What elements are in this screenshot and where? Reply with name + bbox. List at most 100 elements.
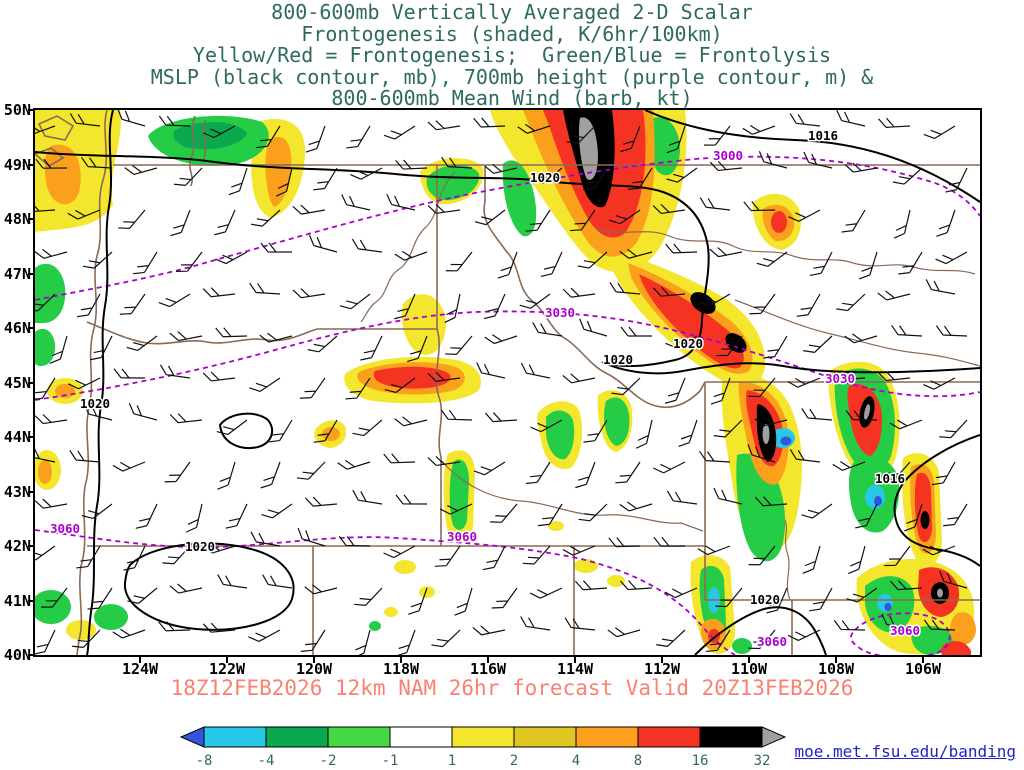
wind-barb bbox=[112, 453, 146, 475]
colorbar-arrow-left bbox=[179, 726, 205, 748]
wind-barb bbox=[847, 543, 866, 577]
mslp-contour-label: 1020 bbox=[750, 592, 780, 607]
wind-barb bbox=[619, 578, 653, 591]
wind-barb bbox=[350, 489, 385, 505]
wind-barb bbox=[703, 119, 731, 152]
height-contours bbox=[35, 155, 980, 655]
wind-barb bbox=[574, 458, 596, 492]
mslp-contour-label: 1020 bbox=[673, 336, 703, 351]
wind-barb bbox=[877, 284, 911, 303]
wind-barb bbox=[935, 206, 956, 240]
wind-barb bbox=[664, 374, 686, 408]
hgt-contour-label: 3060 bbox=[757, 634, 787, 649]
wind-barb bbox=[248, 531, 283, 547]
colorbar-segment bbox=[203, 726, 267, 748]
wind-barb bbox=[339, 286, 371, 314]
wind-barb bbox=[489, 497, 518, 529]
wind-barb bbox=[653, 536, 686, 547]
wind-barb bbox=[619, 494, 653, 514]
wind-barb bbox=[35, 625, 56, 655]
wind-barb bbox=[484, 326, 518, 347]
wind-barb bbox=[877, 116, 911, 129]
wind-barb bbox=[248, 282, 282, 295]
lon-label: 116W bbox=[469, 660, 507, 678]
wind-barb bbox=[260, 242, 293, 253]
wind-barb bbox=[260, 574, 294, 589]
wind-barb bbox=[800, 496, 833, 523]
lon-tick bbox=[487, 657, 489, 663]
wind-barb bbox=[175, 245, 203, 278]
wind-barb bbox=[935, 325, 968, 337]
lat-label: 41N bbox=[3, 591, 31, 610]
wind-barb bbox=[562, 537, 596, 559]
wind-barb bbox=[445, 245, 473, 277]
wind-barb bbox=[307, 328, 338, 358]
wind-barb bbox=[483, 289, 506, 323]
lon-tick bbox=[922, 657, 924, 663]
wind-barb bbox=[395, 626, 416, 655]
lat-tick bbox=[28, 436, 34, 438]
wind-barb bbox=[800, 407, 834, 421]
title-line-1: 800-600mb Vertically Averaged 2-D Scalar bbox=[271, 0, 753, 24]
wind-barb bbox=[518, 615, 552, 631]
wind-barb bbox=[796, 288, 821, 322]
mslp-contour-label: 1020 bbox=[80, 396, 110, 411]
wind-barb bbox=[635, 417, 653, 451]
wind-barb bbox=[352, 627, 371, 655]
wind-barb bbox=[525, 456, 551, 489]
wind-barb bbox=[351, 412, 383, 441]
banding-link[interactable]: moe.met.fsu.edu/banding bbox=[794, 742, 1016, 761]
wind-barb bbox=[158, 285, 191, 311]
lon-tick bbox=[139, 657, 141, 663]
wind-barb bbox=[614, 456, 641, 489]
lon-label: 120W bbox=[295, 660, 333, 678]
wind-barb bbox=[345, 120, 371, 154]
wind-barb bbox=[665, 490, 699, 505]
wind-barb bbox=[802, 542, 821, 577]
wind-barb bbox=[540, 247, 563, 281]
lon-tick bbox=[226, 657, 228, 663]
snake-river bbox=[440, 459, 704, 532]
lat-tick bbox=[28, 218, 34, 220]
wind-barb bbox=[698, 450, 732, 463]
wind-barb bbox=[350, 238, 384, 253]
colorbar-tick-label: 1 bbox=[448, 753, 456, 769]
lon-tick bbox=[748, 657, 750, 663]
wind-barb bbox=[522, 539, 551, 570]
hgt-contour-label: 3060 bbox=[447, 529, 477, 544]
wind-barb bbox=[563, 617, 597, 631]
wind-barb bbox=[762, 330, 788, 364]
lat-label: 48N bbox=[3, 210, 31, 228]
wind-barb bbox=[529, 579, 563, 602]
colorbar-tick-label: -8 bbox=[196, 753, 213, 769]
wind-barb bbox=[35, 410, 68, 426]
wind-barb bbox=[228, 164, 248, 199]
wind-barb bbox=[163, 456, 191, 488]
lat-tick bbox=[28, 381, 34, 384]
wind-barb bbox=[306, 234, 340, 253]
wind-barb bbox=[444, 329, 473, 361]
colorbar-segment bbox=[265, 726, 329, 748]
wind-barb bbox=[305, 122, 326, 156]
wind-barb bbox=[119, 288, 146, 320]
shading-frontolysis-blue bbox=[780, 436, 892, 611]
wind-barb bbox=[923, 117, 956, 143]
wind-barb bbox=[35, 538, 56, 565]
lat-label: 43N bbox=[3, 482, 31, 501]
wind-barb bbox=[294, 527, 329, 547]
wind-barb bbox=[312, 162, 338, 196]
contour-labels: 1016 1020 1020 1020 1020 1020 1016 1020 3000 3030… bbox=[48, 127, 921, 651]
lat-label: 46N bbox=[3, 319, 31, 337]
lat-tick bbox=[28, 599, 34, 602]
hgt-contour-label: 3000 bbox=[713, 148, 743, 163]
wind-barb bbox=[788, 113, 822, 127]
map-canvas: 1016 1020 1020 1020 1020 1020 1016 1020 3000 3030… bbox=[35, 110, 980, 655]
wind-barb bbox=[444, 291, 461, 325]
lat-tick bbox=[28, 545, 34, 547]
wind-barb bbox=[35, 494, 68, 510]
wind-barb bbox=[472, 620, 506, 637]
title-line-3: Yellow/Red = Frontogenesis; Green/Blue =… bbox=[192, 43, 832, 68]
wind-barb bbox=[840, 204, 866, 238]
wind-barb bbox=[934, 243, 968, 268]
wind-barb bbox=[677, 416, 698, 450]
